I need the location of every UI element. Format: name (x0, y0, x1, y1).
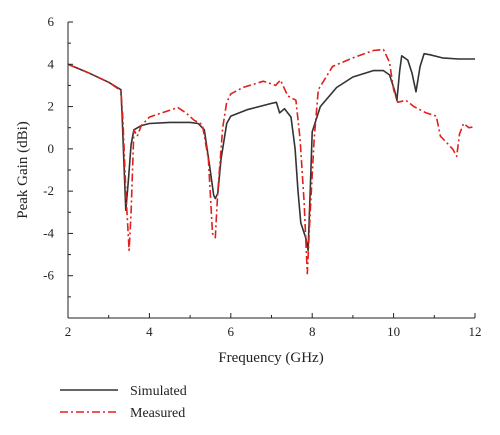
y-tick-label: -4 (43, 225, 54, 240)
y-tick-label: 0 (48, 141, 55, 156)
y-tick-label: 4 (48, 56, 55, 71)
series-line-measured (67, 48, 476, 275)
x-tick-label: 4 (146, 324, 153, 339)
x-tick-label: 2 (65, 324, 72, 339)
x-tick-label: 6 (228, 324, 235, 339)
x-tick-label: 8 (309, 324, 316, 339)
x-tick-label: 12 (469, 324, 482, 339)
legend-label-simulated: Simulated (130, 384, 187, 399)
y-tick-label: -2 (43, 183, 54, 198)
y-tick-label: 6 (48, 14, 55, 29)
x-tick-label: 10 (387, 324, 400, 339)
ticks-layer: 2 4 6 8 10 12 -6 -4 -2 0 2 4 6 (43, 14, 481, 339)
y-tick-label: -6 (43, 268, 54, 283)
series-line-simulated (67, 52, 475, 252)
y-tick-label: 2 (48, 99, 55, 114)
legend: Simulated Measured (60, 384, 187, 421)
series-layer (67, 48, 476, 275)
y-axis-title: Peak Gain (dBi) (15, 121, 31, 218)
x-axis-title: Frequency (GHz) (218, 350, 323, 366)
legend-label-measured: Measured (130, 406, 185, 421)
